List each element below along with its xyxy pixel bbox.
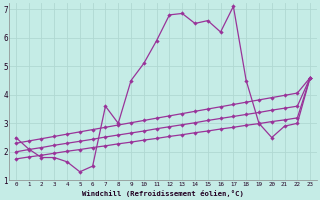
X-axis label: Windchill (Refroidissement éolien,°C): Windchill (Refroidissement éolien,°C) xyxy=(82,190,244,197)
